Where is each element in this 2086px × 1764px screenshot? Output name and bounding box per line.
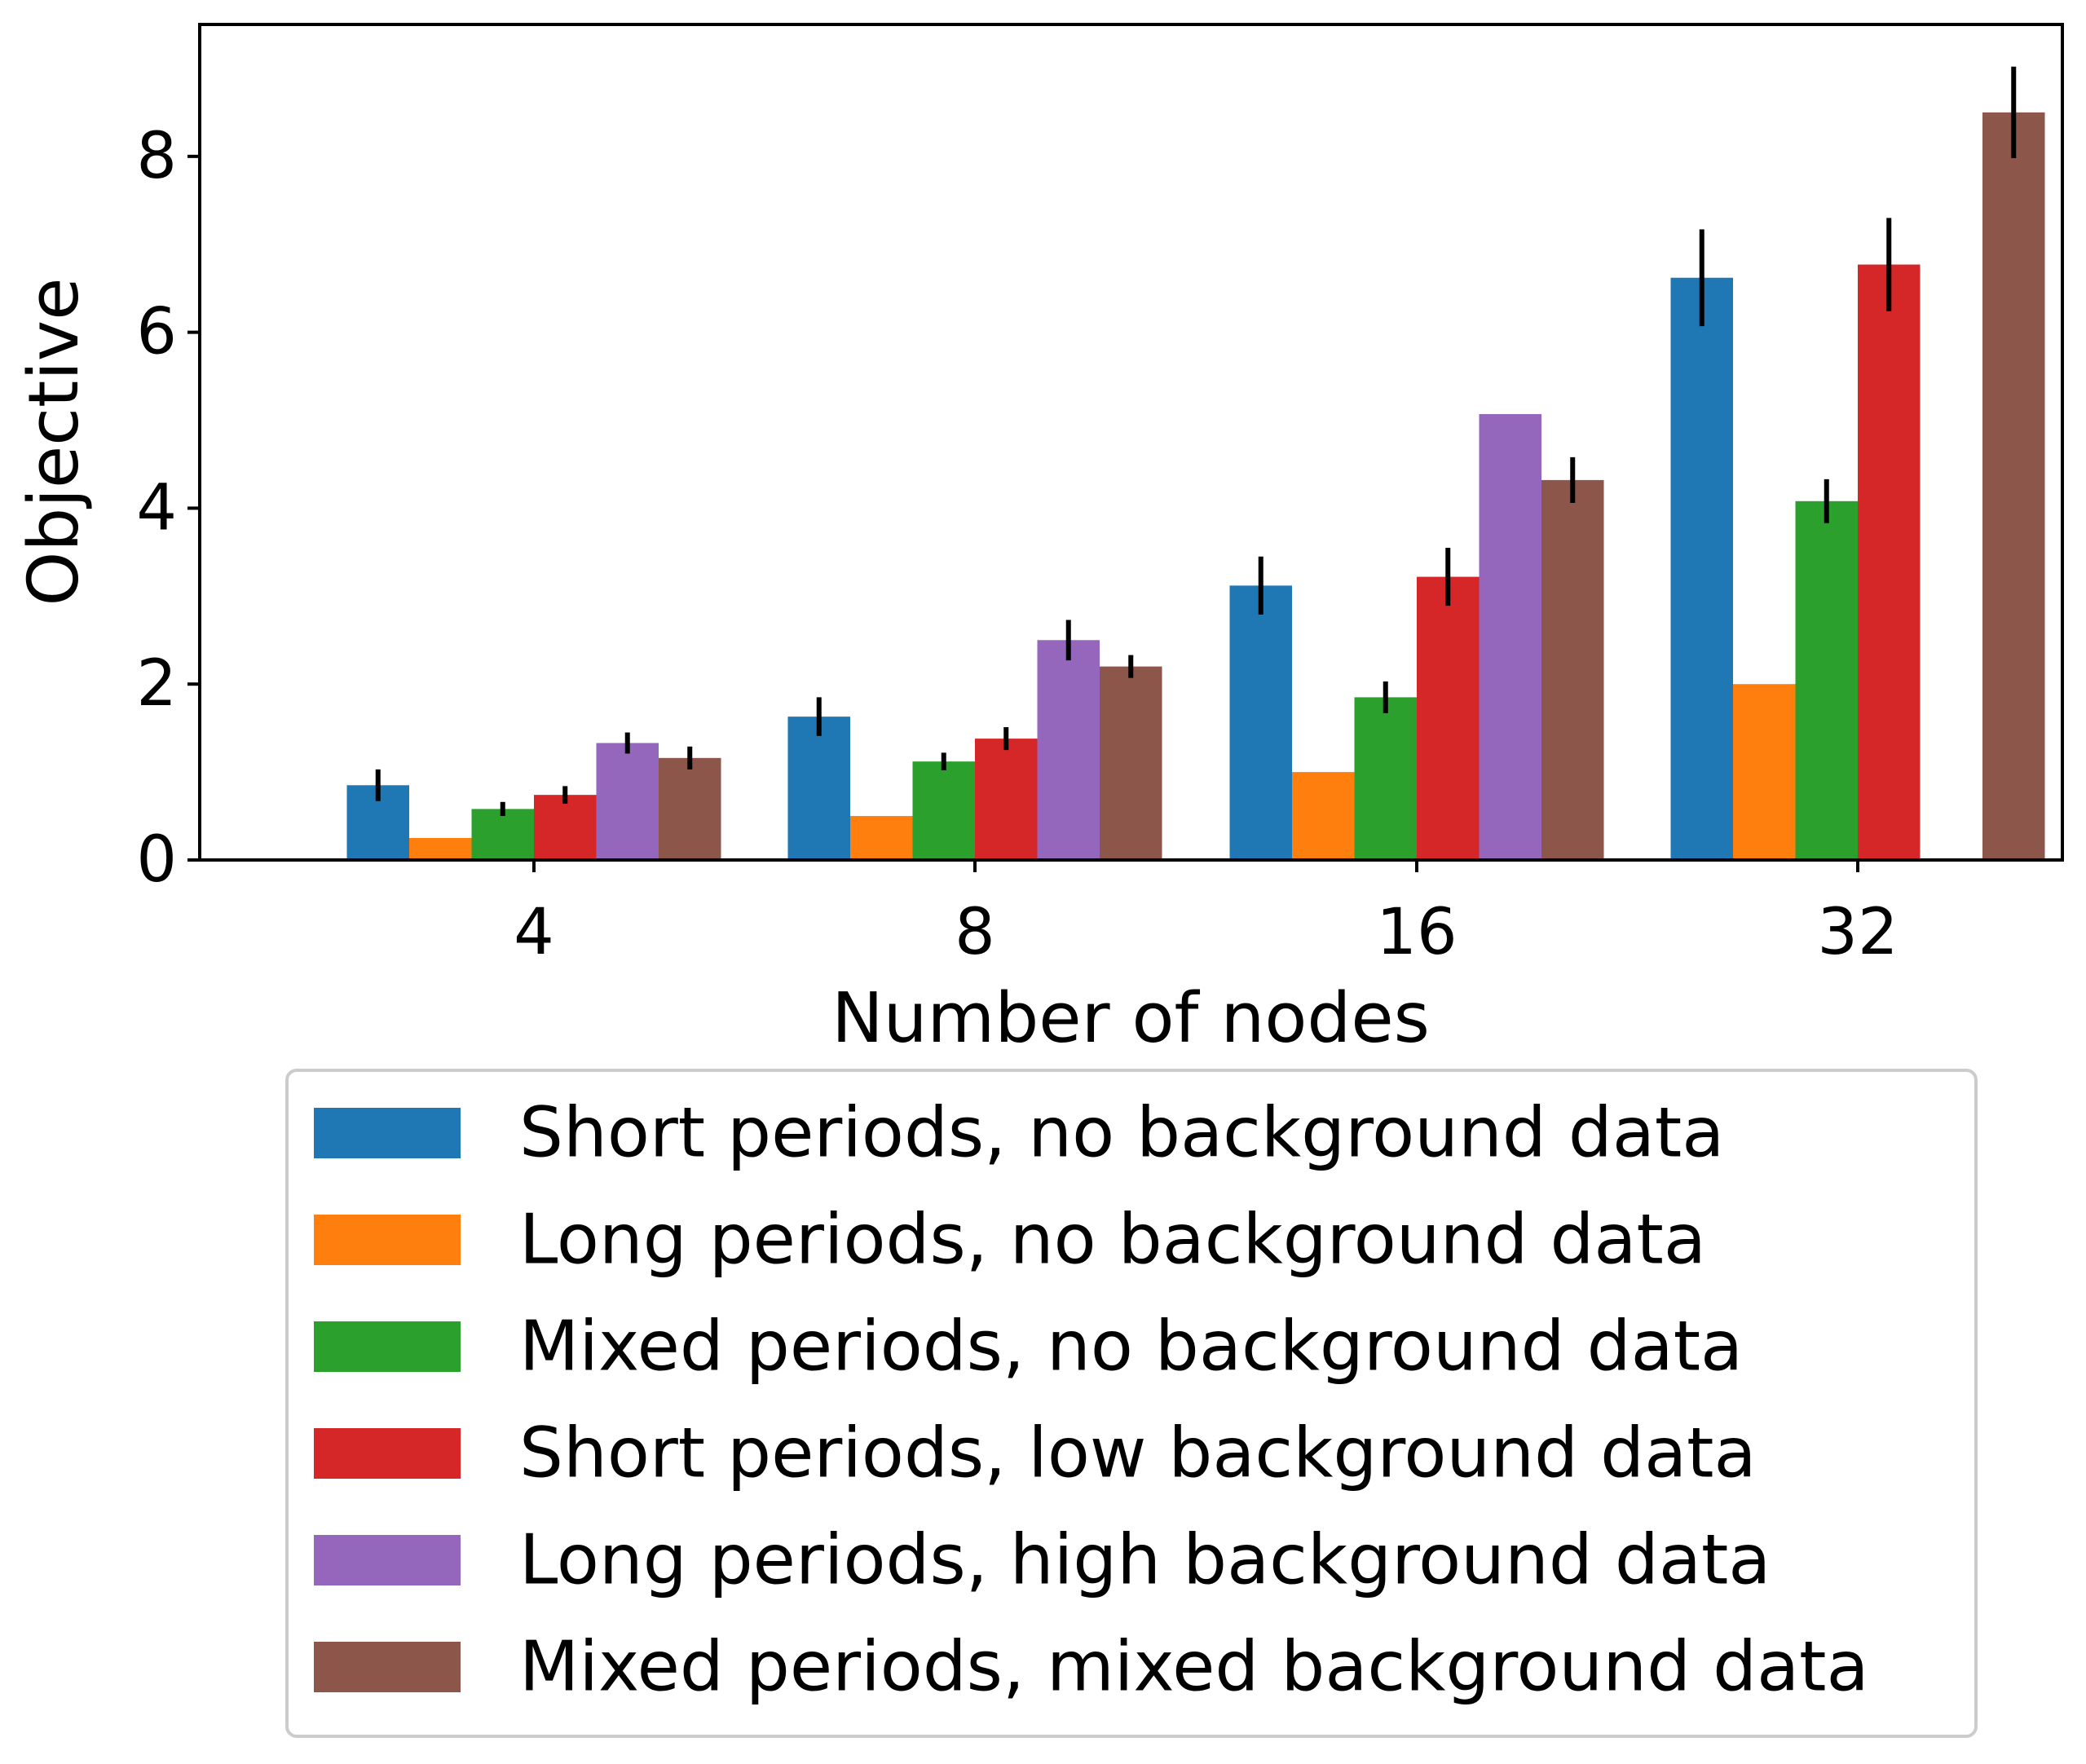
bar [1733, 684, 1796, 860]
legend-swatch [314, 1642, 461, 1692]
bar [1037, 640, 1100, 860]
legend: Short periods, no background data Long pe… [285, 1069, 1978, 1738]
legend-label: Short periods, no background data [519, 1093, 1724, 1174]
bar [1417, 576, 1480, 860]
bar [787, 717, 850, 860]
bar [534, 795, 597, 860]
bar [596, 743, 659, 860]
bar [850, 816, 913, 860]
legend-label: Long periods, high background data [519, 1520, 1771, 1601]
y-tick-label: 8 [136, 120, 177, 193]
plot-frame [198, 23, 2064, 862]
legend-swatch [314, 1321, 461, 1372]
x-axis-label: Number of nodes [831, 978, 1430, 1059]
y-axis: 0 2 4 6 8 [136, 120, 200, 897]
x-tick-label: 4 [514, 896, 554, 969]
bar [409, 838, 472, 860]
bar [1982, 112, 2045, 861]
bar [1795, 501, 1858, 860]
legend-swatch [314, 1108, 461, 1158]
x-axis: 4 8 16 32 [514, 860, 1899, 969]
legend-label: Short periods, low background data [519, 1413, 1757, 1494]
x-tick-label: 8 [955, 896, 995, 969]
bar [1858, 264, 1921, 861]
bar [1292, 772, 1355, 860]
legend-swatch [314, 1535, 461, 1585]
bar [975, 739, 1038, 860]
bar [1541, 479, 1604, 860]
bar [1479, 413, 1541, 860]
bar [1229, 585, 1292, 860]
bar [659, 757, 721, 860]
legend-label: Long periods, no background data [519, 1200, 1706, 1281]
bar [912, 761, 975, 860]
bar [1354, 697, 1417, 860]
y-tick-label: 4 [136, 471, 177, 545]
y-tick-label: 6 [136, 296, 177, 369]
bar [1100, 666, 1162, 860]
bar [1670, 277, 1733, 861]
x-tick-label: 32 [1817, 896, 1898, 969]
y-tick-label: 0 [136, 823, 177, 897]
bar [471, 809, 534, 860]
legend-frame [285, 1069, 1978, 1738]
legend-swatch [314, 1215, 461, 1265]
x-tick-label: 16 [1376, 896, 1457, 969]
error-bars-layer [375, 66, 2017, 817]
y-tick-label: 2 [136, 647, 177, 721]
legend-label: Mixed periods, no background data [519, 1307, 1743, 1387]
y-axis-label: Objective [14, 277, 95, 606]
bars-layer [346, 112, 2045, 861]
legend-swatch [314, 1428, 461, 1479]
legend-label: Mixed periods, mixed background data [519, 1627, 1869, 1708]
